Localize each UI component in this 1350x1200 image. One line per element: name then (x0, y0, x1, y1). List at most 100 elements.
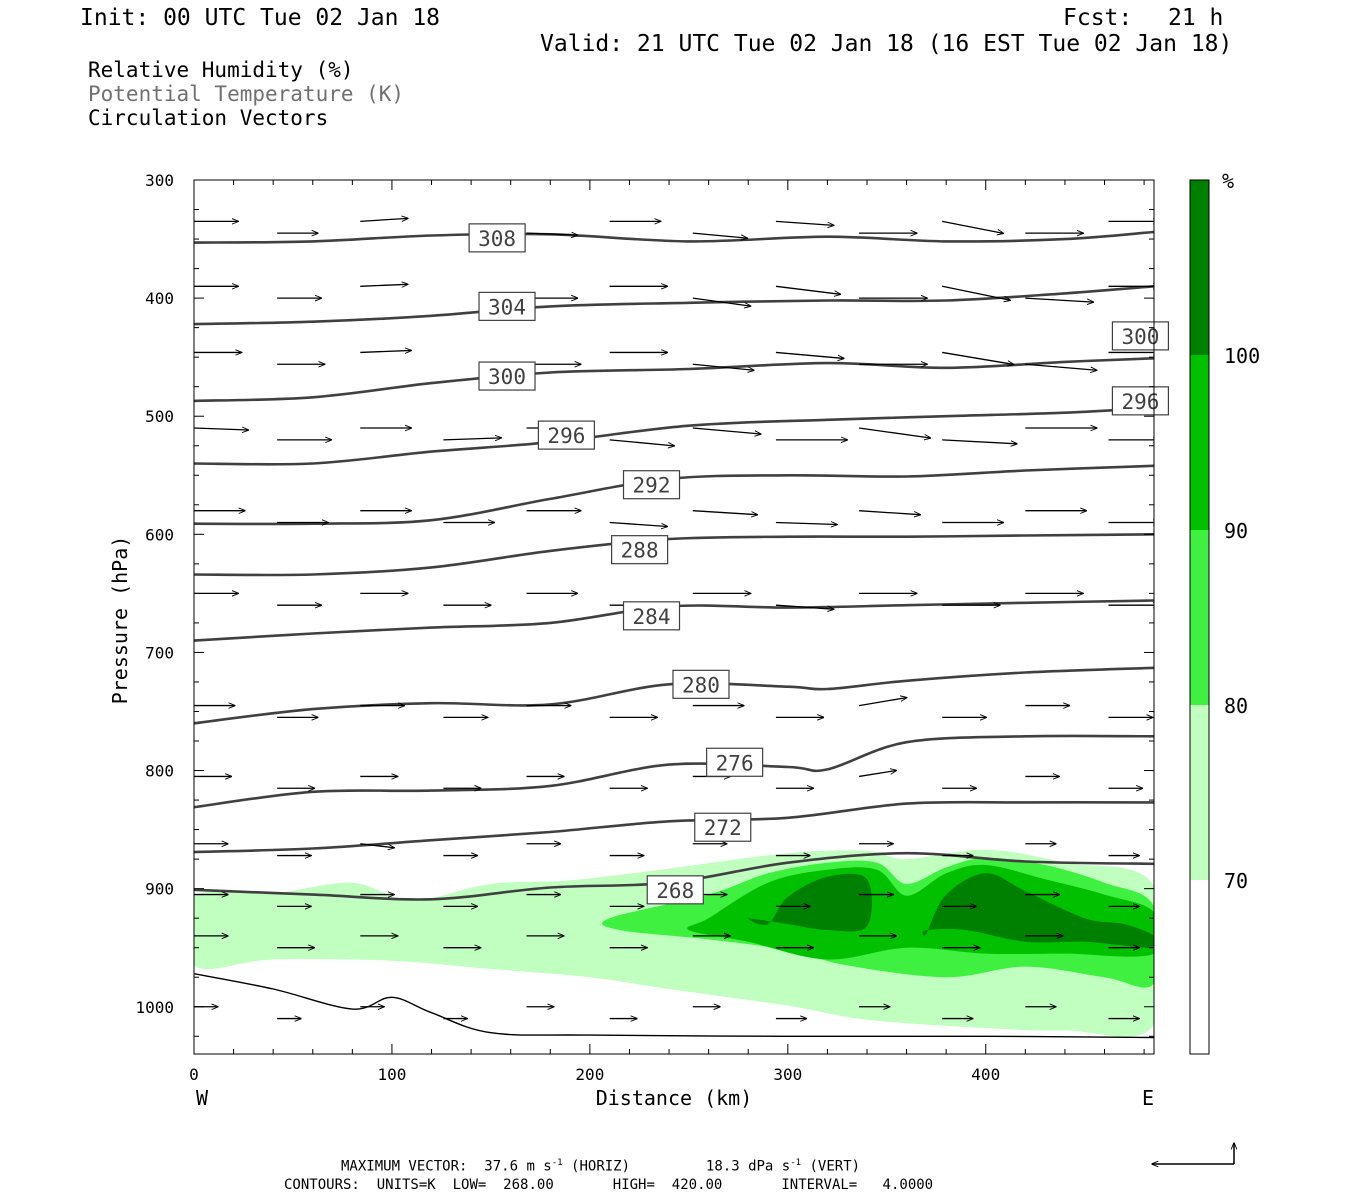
x-axis-west-label: W (196, 1086, 209, 1110)
y-tick-label-700: 700 (145, 643, 174, 662)
circulation-vector-1-6 (775, 285, 841, 294)
theta-contour-308 (194, 230, 1154, 244)
colorbar-segment-0 (1190, 880, 1209, 1054)
theta-label-280-9: 280 (672, 669, 730, 699)
circulation-vector-2-9 (1025, 363, 1096, 370)
circulation-vector-4-5 (609, 521, 668, 527)
x-axis-east-label: E (1142, 1086, 1154, 1110)
max-vector-horiz-unit: m s (526, 1158, 552, 1175)
circulation-vector-2-8 (942, 351, 1013, 364)
theta-label-box (622, 601, 681, 631)
axes-layer: 300 400 500 600 700 800 900 1000 0 100 200 300 400 (135, 171, 1154, 1084)
circulation-vector-0-8 (942, 220, 1003, 233)
colorbar-segment-2 (1190, 530, 1209, 705)
contour-label-layer: 308 304 300 300 296 296 292 288 284 280 276 272 268 (468, 223, 1170, 905)
x-tick-label-200: 200 (575, 1065, 604, 1084)
rh-field-label: Relative Humidity (%) (88, 58, 354, 82)
y-tick-label-800: 800 (145, 762, 174, 781)
theta-contour-272 (194, 800, 1154, 854)
theta-label-308-0: 308 (468, 223, 526, 253)
contours-units: UNITS=K (376, 1177, 436, 1193)
theta-label-text: 284 (633, 605, 671, 629)
theta-label-text: 272 (704, 816, 742, 840)
colorbar-frame (1189, 179, 1210, 1055)
theta-label-268-12: 268 (646, 875, 704, 905)
theta-label-296-5: 296 (1111, 386, 1170, 416)
theta-label-box (694, 812, 752, 842)
circulation-vector-2-2 (360, 350, 411, 352)
colorbar-unit: % (1222, 169, 1234, 193)
max-vector-label: MAXIMUM VECTOR: (341, 1158, 468, 1175)
rh-region-100-east (922, 873, 1154, 948)
theta-label-box (468, 223, 526, 253)
y-tick-label-900: 900 (145, 880, 174, 899)
circulation-vector-1-2 (360, 284, 408, 286)
theta-label-box (478, 361, 536, 391)
valid-time: Valid: 21 UTC Tue 02 Jan 18 (16 EST Tue … (540, 31, 1233, 57)
contours-high-label: HIGH= (612, 1177, 655, 1193)
circulation-vector-4-8 (859, 510, 920, 515)
theta-label-272-11: 272 (694, 812, 752, 842)
circulation-vector-3-3 (443, 438, 501, 440)
theta-label-text: 296 (547, 424, 585, 448)
circulation-vector-1-9 (1025, 297, 1093, 302)
theta-label-300-3: 300 (1111, 321, 1170, 351)
theta-label-box (706, 747, 764, 777)
circulation-vector-2-6 (775, 351, 844, 358)
y-tick-label-600: 600 (145, 525, 174, 544)
circulation-vector-1-8 (942, 285, 1010, 300)
theta-label-box (1111, 386, 1170, 416)
x-axis-title: Distance (km) (596, 1086, 753, 1110)
contours-low-label: LOW= (452, 1177, 487, 1193)
colorbar-level-100: 100 (1224, 344, 1260, 368)
x-tick-label-0: 0 (189, 1065, 199, 1084)
circulation-vector-3-0 (194, 428, 248, 430)
max-vector-vert-exponent: -1 (790, 1158, 802, 1168)
theta-label-300-2: 300 (478, 361, 536, 391)
init-time: Init: 00 UTC Tue 02 Jan 18 (80, 5, 441, 31)
circulation-vector-6-8 (858, 698, 907, 707)
y-tick-label-500: 500 (145, 407, 174, 426)
max-vector-vert-value: 18.3 (705, 1158, 740, 1175)
circulation-vector-0-5 (692, 232, 747, 238)
circulation-vector-0-6 (775, 220, 834, 225)
colorbar: 70 80 90 100 (1189, 179, 1260, 1055)
contours-interval: 4.0000 (882, 1177, 934, 1193)
colorbar-level-80: 80 (1224, 694, 1248, 718)
rh-region-100-west (747, 873, 872, 932)
theta-field-label: Potential Temperature (K) (88, 82, 405, 106)
colorbar-segment-3 (1190, 355, 1209, 530)
theta-contour-296 (194, 406, 1154, 466)
theta-contour-288 (194, 533, 1154, 577)
vectors-field-label: Circulation Vectors (88, 106, 329, 130)
colorbar-segment-1 (1190, 705, 1209, 880)
max-vector-horiz-value: 37.6 (484, 1158, 519, 1175)
theta-label-box (672, 669, 730, 699)
theta-label-box (646, 875, 704, 905)
max-vector-line: MAXIMUM VECTOR: 37.6 m s-1 (HORIZ) 18.3 … (341, 1159, 860, 1174)
theta-label-text: 268 (656, 879, 694, 903)
theta-contour-276 (194, 734, 1154, 809)
colorbar-segment-4 (1190, 180, 1209, 355)
theta-label-304-1: 304 (478, 291, 536, 321)
circulation-vector-4-6 (692, 510, 758, 515)
circulation-vector-3-6 (692, 427, 761, 434)
circulation-vector-7-8 (858, 770, 896, 778)
theta-label-text: 300 (1121, 325, 1159, 349)
circulation-vector-0-3 (526, 233, 578, 235)
reference-vector-icon (1152, 1143, 1234, 1164)
theta-contour-300 (194, 357, 1154, 403)
circulation-vector-2-5 (692, 363, 754, 370)
circulation-vector-3-5 (609, 439, 675, 446)
max-vector-horiz-tag: (HORIZ) (571, 1158, 631, 1175)
theta-label-text: 276 (716, 751, 754, 775)
contours-low: 268.00 (503, 1177, 554, 1193)
contours-high: 420.00 (671, 1177, 723, 1193)
colorbar-level-70: 70 (1224, 869, 1248, 893)
theta-label-284-8: 284 (622, 601, 681, 631)
max-vector-vert-unit: dPa s (748, 1158, 791, 1175)
theta-label-box (478, 291, 536, 321)
theta-label-text: 308 (478, 227, 516, 251)
circulation-vector-layer (194, 218, 1154, 1018)
